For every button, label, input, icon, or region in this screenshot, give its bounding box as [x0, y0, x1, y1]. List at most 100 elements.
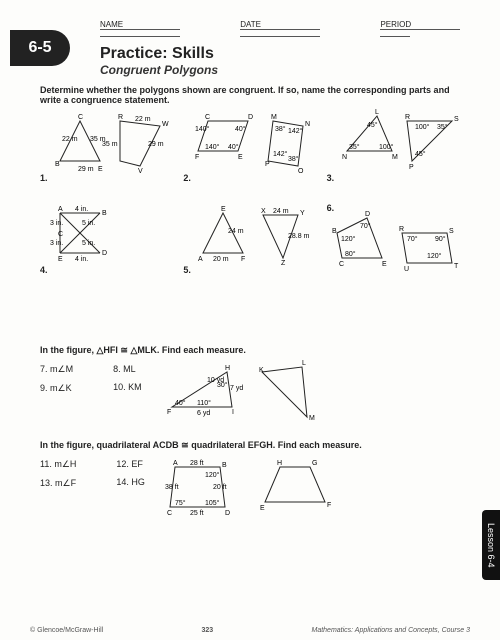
svg-text:F: F: [167, 409, 171, 416]
svg-text:110°: 110°: [197, 399, 211, 407]
svg-text:Y: Y: [300, 210, 305, 217]
svg-text:120°: 120°: [427, 252, 442, 260]
svg-text:5 in.: 5 in.: [82, 220, 95, 227]
svg-text:B: B: [55, 161, 60, 168]
svg-text:105°: 105°: [205, 499, 220, 507]
svg-text:D: D: [248, 114, 253, 121]
svg-text:S: S: [454, 116, 459, 123]
svg-text:70°: 70°: [360, 222, 371, 230]
svg-text:120°: 120°: [341, 235, 356, 243]
section3-intro: In the figure, quadrilateral ACDB ≅ quad…: [40, 440, 470, 451]
svg-text:140°: 140°: [195, 125, 210, 133]
svg-text:142°: 142°: [288, 127, 303, 135]
problem-1: 1. CRW BEV 22 m35 m22 m 29 m29 m35 m: [40, 111, 183, 183]
svg-text:E: E: [382, 261, 387, 268]
side-tab: Lesson 6-4: [482, 510, 500, 580]
svg-text:C: C: [78, 114, 83, 121]
svg-text:7 yd: 7 yd: [230, 385, 243, 392]
svg-text:W: W: [162, 121, 169, 128]
problem-3: 3. L45° N35°M100° R100°S35° P45°: [327, 111, 470, 183]
parallelograms-diagram: C140°D40° F140°E40° M38°N142° P142°O38°: [193, 111, 323, 181]
date-label: DATE: [240, 20, 370, 39]
svg-text:R: R: [399, 226, 404, 233]
svg-text:B: B: [332, 228, 337, 235]
svg-text:Z: Z: [281, 260, 286, 267]
svg-text:D: D: [225, 510, 230, 517]
triangles-diagram-3: EAF 24 m20 m X24 mY 28.8 mZ: [193, 203, 323, 273]
triangles-diagram: CRW BEV 22 m35 m22 m 29 m29 m35 m: [50, 111, 180, 181]
svg-text:T: T: [454, 263, 459, 270]
svg-text:E: E: [238, 154, 243, 161]
problem-number: 2.: [183, 173, 191, 183]
svg-text:L: L: [375, 109, 379, 116]
q8: 8. ML: [113, 364, 142, 374]
problem-number: 4.: [40, 265, 48, 275]
problem-number: 3.: [327, 173, 335, 183]
name-label: NAME: [100, 20, 230, 39]
section2-questions: 7. m∠M 9. m∠K 8. ML 10. KM: [40, 362, 142, 422]
svg-text:M: M: [309, 415, 315, 422]
svg-text:25 ft: 25 ft: [190, 510, 204, 517]
svg-text:H: H: [225, 365, 230, 372]
svg-text:M: M: [392, 154, 398, 161]
svg-text:G: G: [312, 460, 317, 467]
svg-text:5 in.: 5 in.: [82, 240, 95, 247]
page-subtitle: Congruent Polygons: [100, 63, 470, 77]
section2-intro: In the figure, △HFI ≅ △MLK. Find each me…: [40, 345, 470, 356]
svg-text:F: F: [195, 154, 199, 161]
svg-text:80°: 80°: [345, 250, 356, 258]
svg-text:35°: 35°: [349, 143, 360, 151]
svg-text:E: E: [98, 166, 103, 173]
q11: 11. m∠H: [40, 459, 76, 470]
quads-diagram: D70°B120° C80°E R70°S90° U120°T: [327, 213, 467, 283]
svg-text:N: N: [342, 154, 347, 161]
svg-text:4 in.: 4 in.: [75, 206, 88, 213]
problem-number: 6.: [327, 203, 335, 213]
problems-row-1: 1. CRW BEV 22 m35 m22 m 29 m29 m35 m 2. …: [40, 111, 470, 183]
page-footer: © Glencoe/McGraw-Hill 323 Mathematics: A…: [30, 627, 470, 634]
svg-text:24 m: 24 m: [273, 208, 289, 215]
svg-text:C: C: [167, 510, 172, 517]
triangles-diagram-2: L45° N35°M100° R100°S35° P45°: [337, 111, 467, 181]
acdb-efgh-diagram: A28 ftB 120°38 ft20 ft C75°105°D25 ft HG…: [165, 457, 365, 522]
problem-number: 1.: [40, 173, 48, 183]
svg-text:20 ft: 20 ft: [213, 484, 227, 491]
bowtie-diagram: A4 in.B 3 in.5 in. C5 in.3 in. E4 in.D: [50, 203, 150, 273]
svg-text:28 ft: 28 ft: [190, 460, 204, 467]
problem-6: 6. D70°B120° C80°E R70°S90° U120°T: [327, 203, 470, 285]
problems-row-2: 4. A4 in.B 3 in.5 in. C5 in.3 in. E4 in.…: [40, 203, 470, 285]
svg-text:22 m: 22 m: [135, 116, 151, 123]
lesson-badge: 6-5: [10, 30, 70, 66]
footer-center: 323: [202, 627, 214, 634]
svg-text:X: X: [261, 208, 266, 215]
svg-text:H: H: [277, 460, 282, 467]
svg-text:45°: 45°: [367, 121, 378, 129]
svg-text:35°: 35°: [437, 123, 448, 131]
svg-text:E: E: [221, 206, 226, 213]
q7: 7. m∠M: [40, 364, 73, 375]
svg-text:30°: 30°: [217, 381, 228, 389]
svg-text:100°: 100°: [415, 123, 430, 131]
q10: 10. KM: [113, 382, 142, 392]
svg-text:3 in.: 3 in.: [50, 240, 63, 247]
svg-text:R: R: [405, 114, 410, 121]
svg-text:F: F: [241, 256, 245, 263]
svg-text:P: P: [409, 164, 414, 171]
header-fields: NAME DATE PERIOD: [100, 20, 470, 39]
svg-text:142°: 142°: [273, 150, 288, 158]
period-label: PERIOD: [380, 20, 470, 39]
svg-text:140°: 140°: [205, 143, 220, 151]
svg-text:K: K: [259, 367, 264, 374]
svg-text:38°: 38°: [275, 125, 286, 133]
svg-text:70°: 70°: [407, 235, 418, 243]
svg-text:L: L: [302, 360, 306, 367]
svg-text:E: E: [58, 256, 63, 263]
svg-text:3 in.: 3 in.: [50, 220, 63, 227]
svg-text:75°: 75°: [175, 499, 186, 507]
q9: 9. m∠K: [40, 383, 73, 394]
svg-text:D: D: [365, 211, 370, 218]
svg-text:D: D: [102, 250, 107, 257]
svg-text:29 m: 29 m: [148, 141, 164, 148]
q12: 12. EF: [116, 459, 145, 469]
svg-text:4 in.: 4 in.: [75, 256, 88, 263]
